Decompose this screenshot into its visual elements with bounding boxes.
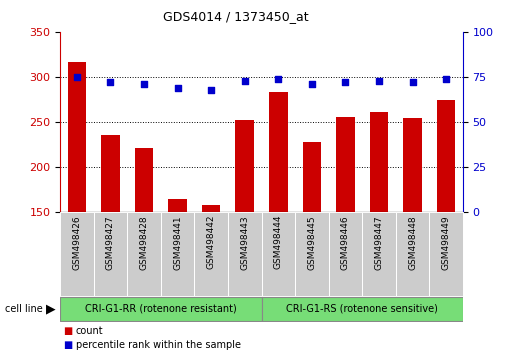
Point [174, 85, 182, 91]
Text: CRI-G1-RS (rotenone sensitive): CRI-G1-RS (rotenone sensitive) [286, 303, 438, 313]
Bar [202, 205, 220, 212]
Bar [127, 212, 161, 296]
Point [274, 76, 282, 82]
Text: percentile rank within the sample: percentile rank within the sample [76, 340, 241, 350]
Text: cell line: cell line [5, 304, 43, 314]
Point [408, 80, 417, 85]
Text: GSM498449: GSM498449 [441, 215, 451, 269]
Text: GSM498441: GSM498441 [173, 215, 182, 269]
Point [442, 76, 450, 82]
Text: GSM498442: GSM498442 [207, 215, 215, 269]
Bar [437, 99, 456, 212]
Text: CRI-G1-RR (rotenone resistant): CRI-G1-RR (rotenone resistant) [85, 303, 237, 313]
Bar [195, 212, 228, 296]
Point [106, 80, 115, 85]
Bar [101, 135, 120, 212]
Text: GSM498447: GSM498447 [374, 215, 383, 269]
Bar [228, 212, 262, 296]
Bar [295, 212, 328, 296]
Bar [336, 117, 355, 212]
Text: GSM498446: GSM498446 [341, 215, 350, 269]
Point [241, 78, 249, 84]
Bar [429, 212, 463, 296]
Text: GSM498443: GSM498443 [240, 215, 249, 269]
Bar [67, 62, 86, 212]
Point [140, 81, 148, 87]
Text: GSM498428: GSM498428 [140, 215, 149, 269]
Text: GSM498448: GSM498448 [408, 215, 417, 269]
Text: GSM498444: GSM498444 [274, 215, 283, 269]
Bar [94, 212, 127, 296]
Point [308, 81, 316, 87]
Bar [269, 92, 288, 212]
Bar [370, 112, 388, 212]
Text: GSM498427: GSM498427 [106, 215, 115, 269]
Bar [303, 142, 321, 212]
Bar [135, 148, 153, 212]
Text: count: count [76, 326, 104, 336]
Bar [262, 297, 463, 321]
Bar [328, 212, 362, 296]
Point [341, 80, 349, 85]
Text: GDS4014 / 1373450_at: GDS4014 / 1373450_at [163, 10, 308, 23]
Bar [60, 297, 262, 321]
Bar [161, 212, 195, 296]
Text: GSM498445: GSM498445 [308, 215, 316, 269]
Bar [235, 120, 254, 212]
Text: ■: ■ [63, 340, 72, 350]
Bar [362, 212, 396, 296]
Bar [396, 212, 429, 296]
Bar [262, 212, 295, 296]
Point [73, 74, 81, 80]
Bar [60, 212, 94, 296]
Point [375, 78, 383, 84]
Bar [403, 118, 422, 212]
Text: GSM498426: GSM498426 [72, 215, 82, 269]
Bar [168, 199, 187, 212]
Text: ■: ■ [63, 326, 72, 336]
Point [207, 87, 215, 92]
Text: ▶: ▶ [46, 302, 55, 315]
